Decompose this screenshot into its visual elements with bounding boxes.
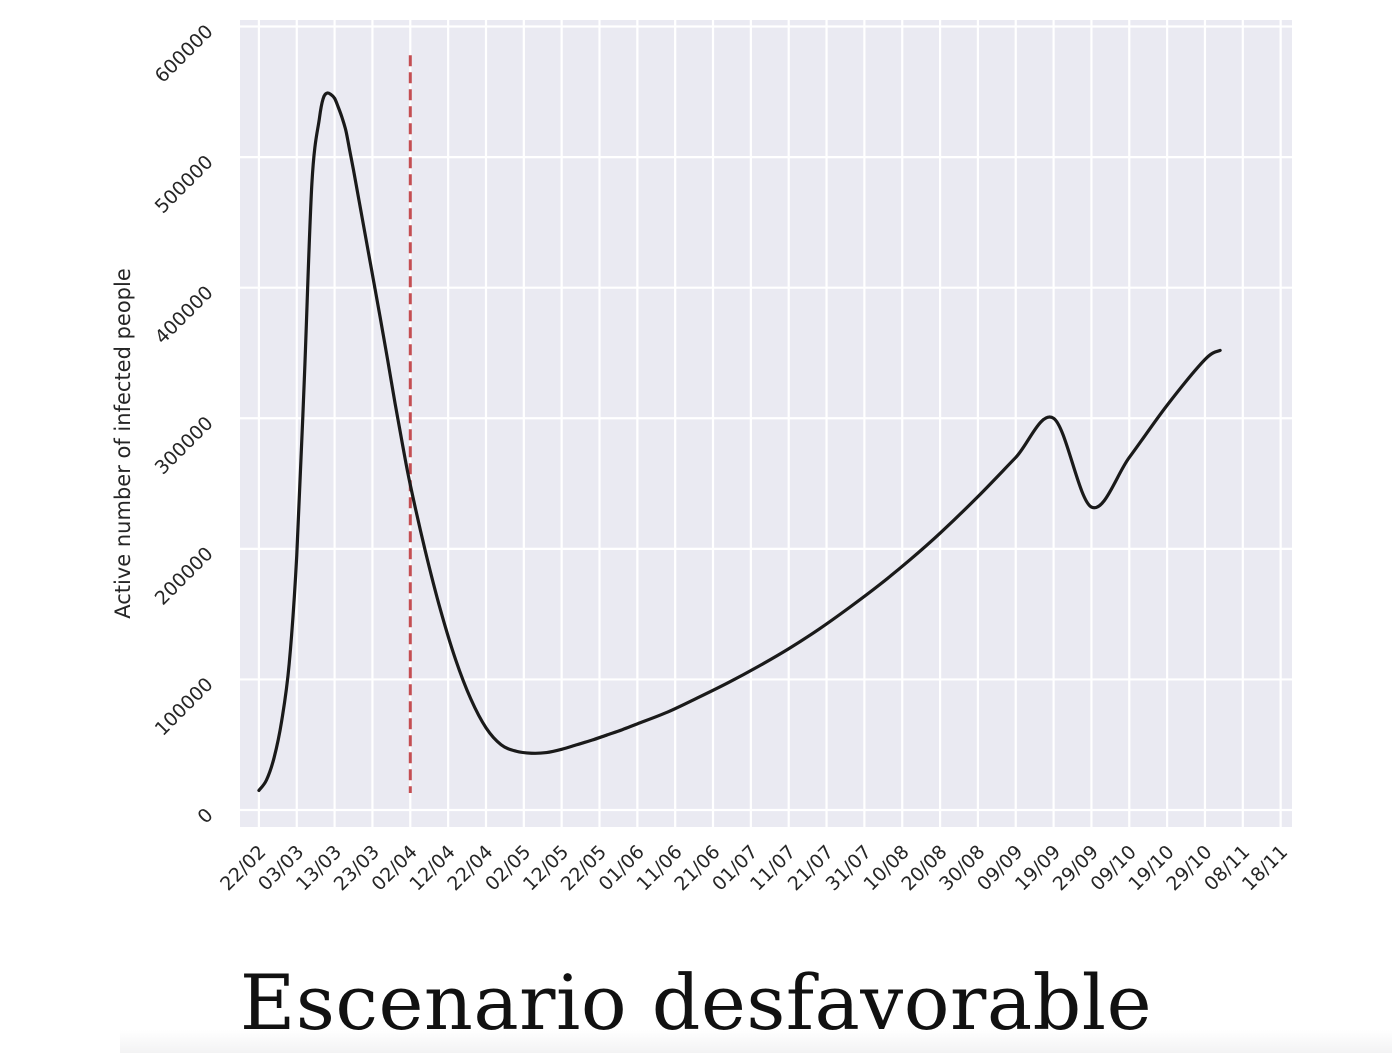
series-line-infected (257, 91, 1222, 793)
y-tick-label: 200000 (151, 543, 218, 610)
line-chart: 22/0203/0313/0323/0302/0412/0422/0402/05… (111, 20, 1292, 895)
plot-area (240, 20, 1292, 827)
y-gridlines (240, 25, 1292, 812)
y-tick-label: 400000 (151, 282, 218, 349)
x-gridlines (257, 20, 1282, 827)
y-tick-label: 0 (193, 804, 217, 828)
x-tick-labels: 22/0203/0313/0323/0302/0412/0422/0402/05… (216, 841, 1292, 895)
y-tick-label: 600000 (151, 21, 218, 88)
y-axis-label: Active number of infected people (111, 268, 135, 619)
y-tick-label: 100000 (151, 673, 218, 740)
y-tick-labels: 0 100000 200000 300000 400000 500000 600000 (151, 21, 218, 829)
y-tick-label: 300000 (151, 412, 218, 479)
page-edge-shadow (120, 1030, 1392, 1053)
y-tick-label: 500000 (151, 151, 218, 218)
